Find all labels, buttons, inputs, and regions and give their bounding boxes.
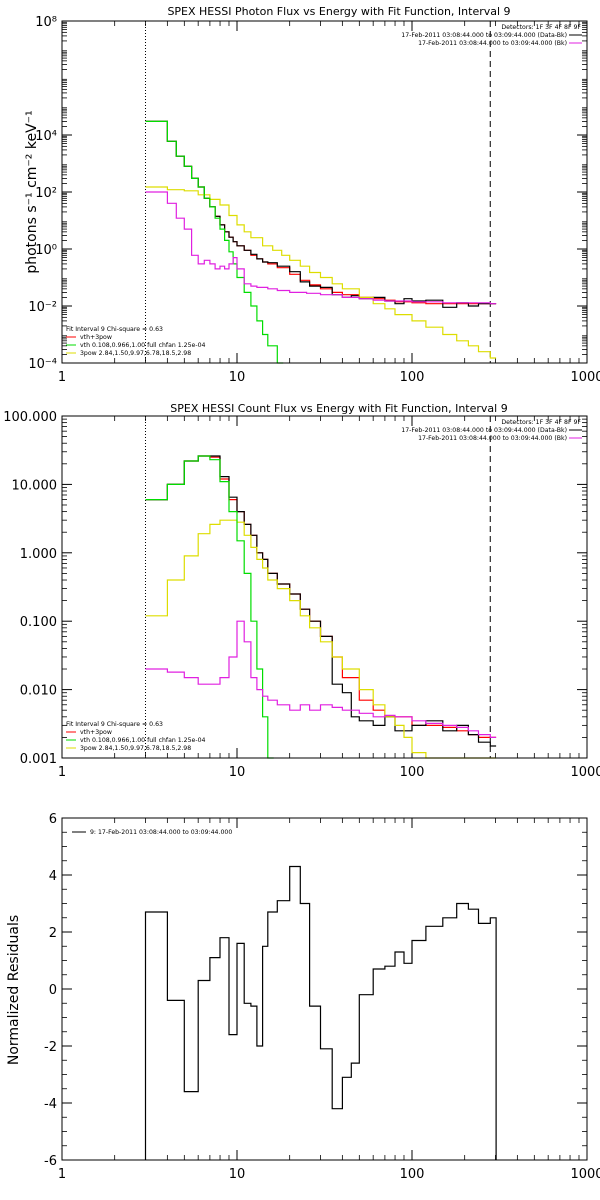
chart-title: SPEX HESSI Photon Flux vs Energy with Fi… — [167, 5, 510, 18]
x-tick-label: 100 — [400, 1167, 425, 1182]
plot-frame — [61, 20, 588, 364]
y-tick-label: 1.000 — [20, 547, 57, 562]
y-tick-label: 2 — [49, 926, 57, 941]
series-line-2 — [145, 186, 497, 359]
legend-entry: vth 0.108,0.966,1.00 full chfan 1.25e-04 — [80, 737, 206, 744]
legend-entry: vth+3pow — [80, 729, 112, 736]
legend-entry: vth 0.108,0.966,1.00 full chfan 1.25e-04 — [80, 342, 206, 349]
y-tick-label: 0.100 — [20, 615, 57, 630]
legend-entry: Fit Interval 9 Chi-square = 0.63 — [66, 721, 163, 728]
x-tick-label: 1000 — [570, 1167, 600, 1182]
residuals-panel: 1 10 100 1000 -6 -4 -2 0 2 4 6 Normalized Residuals… — [6, 812, 600, 1182]
legend-entry: 3pow 2.84,1.50,9.97,6.78,18.5,2.98 — [80, 350, 191, 357]
legend-entry: vth+3pow — [80, 334, 112, 341]
legend-entry: 3pow 2.84,1.50,9.97,6.78,18.5,2.98 — [80, 745, 191, 752]
y-tick-label: 10.000 — [12, 478, 58, 493]
y-tick-label: 100.000 — [3, 410, 57, 425]
count-flux-panel: SPEX HESSI Count Flux vs Energy with Fit… — [3, 402, 600, 780]
y-tick-label: 0.001 — [20, 752, 57, 767]
y-tick-label: 0.010 — [20, 684, 57, 699]
series-line-3 — [145, 455, 274, 759]
chart-title: SPEX HESSI Count Flux vs Energy with Fit… — [170, 402, 507, 415]
legend-entry: 17-Feb-2011 03:08:44.000 to 03:09:44.000… — [418, 40, 567, 47]
series-line-4 — [145, 620, 497, 738]
y-axis-label: photons s⁻¹ cm⁻² keV⁻¹ — [24, 110, 40, 273]
plot-frame — [61, 415, 588, 759]
legend-entry: Detectors: 1F 3F 4F 8F 9F — [501, 419, 581, 426]
photon-flux-panel: SPEX HESSI Photon Flux vs Energy with Fi… — [24, 5, 600, 385]
y-tick-label: 10⁰ — [35, 243, 57, 258]
y-axis-label: Normalized Residuals — [6, 915, 22, 1065]
y-tick-label: 10⁴ — [35, 129, 57, 144]
x-tick-label: 10 — [229, 765, 246, 780]
y-tick-label: 10⁸ — [35, 15, 57, 30]
series-line-4 — [145, 191, 497, 305]
plot-frame — [61, 817, 588, 1161]
y-tick-label: 10⁻² — [28, 300, 57, 315]
x-tick-label: 1000 — [570, 765, 600, 780]
x-tick-label: 1 — [58, 1167, 66, 1182]
y-tick-label: -6 — [44, 1154, 57, 1169]
legend-entry: Detectors: 1F 3F 4F 8F 9F — [501, 24, 581, 31]
legend-entry: 17-Feb-2011 03:08:44.000 to 03:09:44.000… — [401, 427, 567, 434]
x-tick-label: 100 — [400, 370, 425, 385]
x-tick-label: 10 — [229, 370, 246, 385]
x-tick-label: 1000 — [570, 370, 600, 385]
y-tick-label: -2 — [44, 1040, 57, 1055]
y-tick-label: 6 — [49, 812, 57, 827]
legend-entry: 17-Feb-2011 03:08:44.000 to 03:09:44.000… — [418, 435, 567, 442]
x-tick-label: 1 — [58, 765, 66, 780]
y-tick-label: 10² — [35, 186, 57, 201]
series-line-0 — [144, 865, 497, 1160]
legend-entry: Fit Interval 9 Chi-square = 0.63 — [66, 326, 163, 333]
y-tick-label: 4 — [49, 869, 57, 884]
y-tick-label: 0 — [49, 983, 57, 998]
x-tick-label: 1 — [58, 370, 66, 385]
y-tick-label: 10⁻⁴ — [28, 357, 57, 372]
x-tick-label: 10 — [229, 1167, 246, 1182]
legend-entry: 17-Feb-2011 03:08:44.000 to 03:09:44.000… — [401, 32, 567, 39]
legend-entry: 9: 17-Feb-2011 03:08:44.000 to 03:09:44.… — [90, 829, 232, 836]
x-tick-label: 100 — [400, 765, 425, 780]
y-tick-label: -4 — [44, 1097, 57, 1112]
series-line-3 — [145, 120, 284, 364]
series-line-2 — [145, 519, 497, 759]
